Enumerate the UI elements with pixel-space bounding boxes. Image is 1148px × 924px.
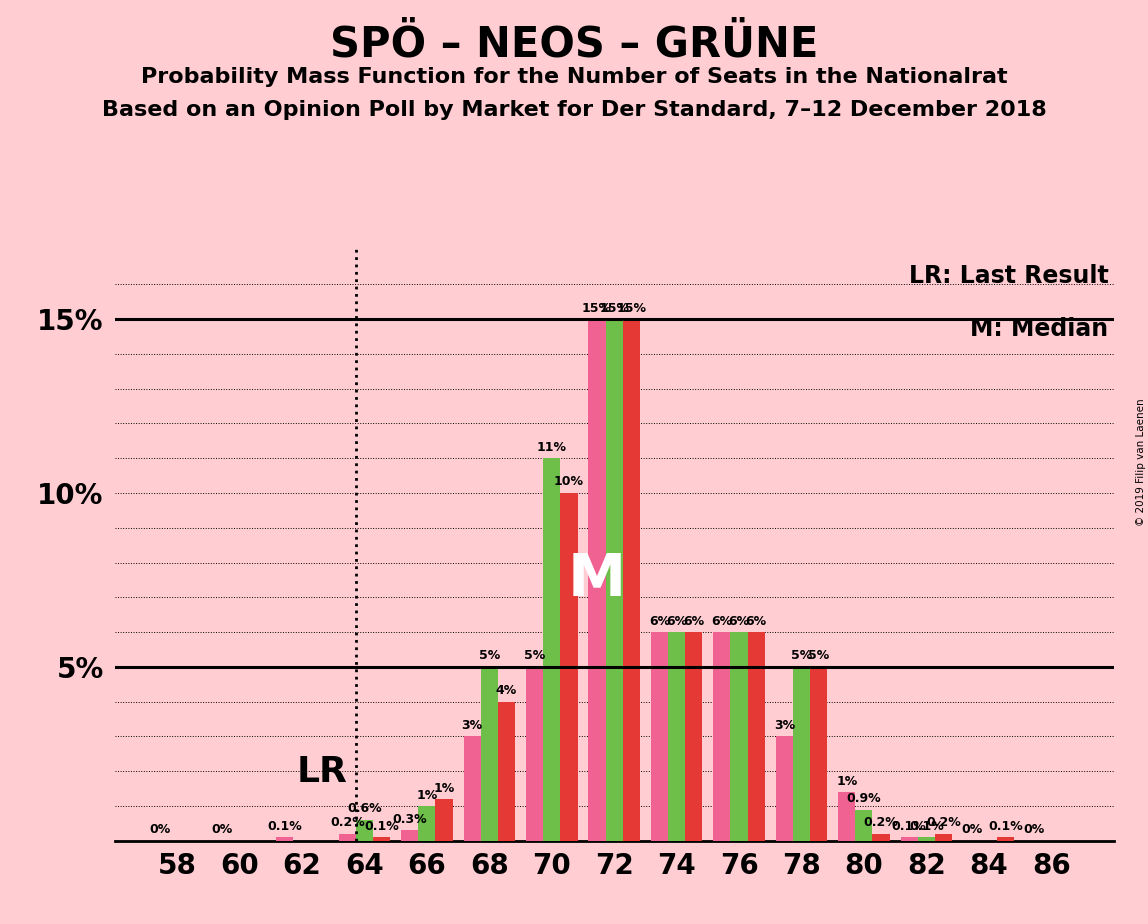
Text: 0.6%: 0.6% [347, 802, 382, 816]
Text: 0.1%: 0.1% [909, 820, 944, 833]
Bar [606, 319, 622, 841]
Bar [668, 632, 685, 841]
Text: 6%: 6% [649, 614, 670, 627]
Text: Probability Mass Function for the Number of Seats in the Nationalrat: Probability Mass Function for the Number… [141, 67, 1007, 87]
Bar [356, 820, 373, 841]
Bar [464, 736, 481, 841]
Bar [685, 632, 703, 841]
Text: 6%: 6% [666, 614, 688, 627]
Bar [793, 667, 810, 841]
Bar [339, 833, 356, 841]
Bar [498, 701, 515, 841]
Bar [401, 831, 418, 841]
Bar [713, 632, 730, 841]
Text: 6%: 6% [746, 614, 767, 627]
Bar [373, 837, 390, 841]
Bar [900, 837, 917, 841]
Bar [277, 837, 294, 841]
Text: M: M [568, 552, 626, 608]
Text: 6%: 6% [683, 614, 705, 627]
Bar [776, 736, 793, 841]
Bar [855, 809, 872, 841]
Bar [872, 833, 890, 841]
Text: 0%: 0% [1023, 823, 1045, 836]
Text: 5%: 5% [479, 650, 501, 663]
Bar [622, 319, 639, 841]
Text: 0.1%: 0.1% [892, 820, 926, 833]
Text: 3%: 3% [461, 719, 482, 732]
Text: 1%: 1% [417, 788, 437, 801]
Text: 0.9%: 0.9% [846, 792, 882, 805]
Bar [543, 458, 560, 841]
Bar [917, 837, 934, 841]
Bar [651, 632, 668, 841]
Bar [998, 837, 1015, 841]
Bar [838, 792, 855, 841]
Text: 0.2%: 0.2% [863, 817, 899, 830]
Text: 1%: 1% [836, 774, 858, 787]
Text: 5%: 5% [791, 650, 812, 663]
Text: 0%: 0% [149, 823, 171, 836]
Bar [418, 806, 435, 841]
Text: © 2019 Filip van Laenen: © 2019 Filip van Laenen [1135, 398, 1146, 526]
Text: 11%: 11% [537, 441, 567, 454]
Text: 15%: 15% [582, 301, 612, 314]
Text: 3%: 3% [774, 719, 794, 732]
Text: 15%: 15% [599, 301, 629, 314]
Text: LR: LR [296, 755, 347, 789]
Bar [526, 667, 543, 841]
Text: Based on an Opinion Poll by Market for Der Standard, 7–12 December 2018: Based on an Opinion Poll by Market for D… [102, 100, 1046, 120]
Bar [810, 667, 828, 841]
Text: 0.1%: 0.1% [988, 820, 1023, 833]
Bar [435, 799, 452, 841]
Text: 0.2%: 0.2% [329, 817, 365, 830]
Bar [747, 632, 765, 841]
Text: 6%: 6% [729, 614, 750, 627]
Bar [589, 319, 606, 841]
Text: 15%: 15% [616, 301, 646, 314]
Text: 5%: 5% [808, 650, 829, 663]
Bar [934, 833, 952, 841]
Text: 4%: 4% [496, 684, 517, 698]
Text: 0%: 0% [961, 823, 983, 836]
Bar [481, 667, 498, 841]
Text: 5%: 5% [523, 650, 545, 663]
Text: LR: Last Result: LR: Last Result [909, 264, 1109, 288]
Text: SPÖ – NEOS – GRÜNE: SPÖ – NEOS – GRÜNE [329, 23, 819, 65]
Bar [560, 493, 577, 841]
Text: M: Median: M: Median [970, 318, 1109, 342]
Text: 0.1%: 0.1% [364, 820, 400, 833]
Text: 0%: 0% [212, 823, 233, 836]
Text: 10%: 10% [554, 476, 584, 489]
Text: 0.1%: 0.1% [267, 820, 302, 833]
Bar [730, 632, 747, 841]
Text: 6%: 6% [712, 614, 732, 627]
Text: 0.3%: 0.3% [393, 813, 427, 826]
Text: 0.2%: 0.2% [926, 817, 961, 830]
Text: 1%: 1% [434, 782, 455, 795]
